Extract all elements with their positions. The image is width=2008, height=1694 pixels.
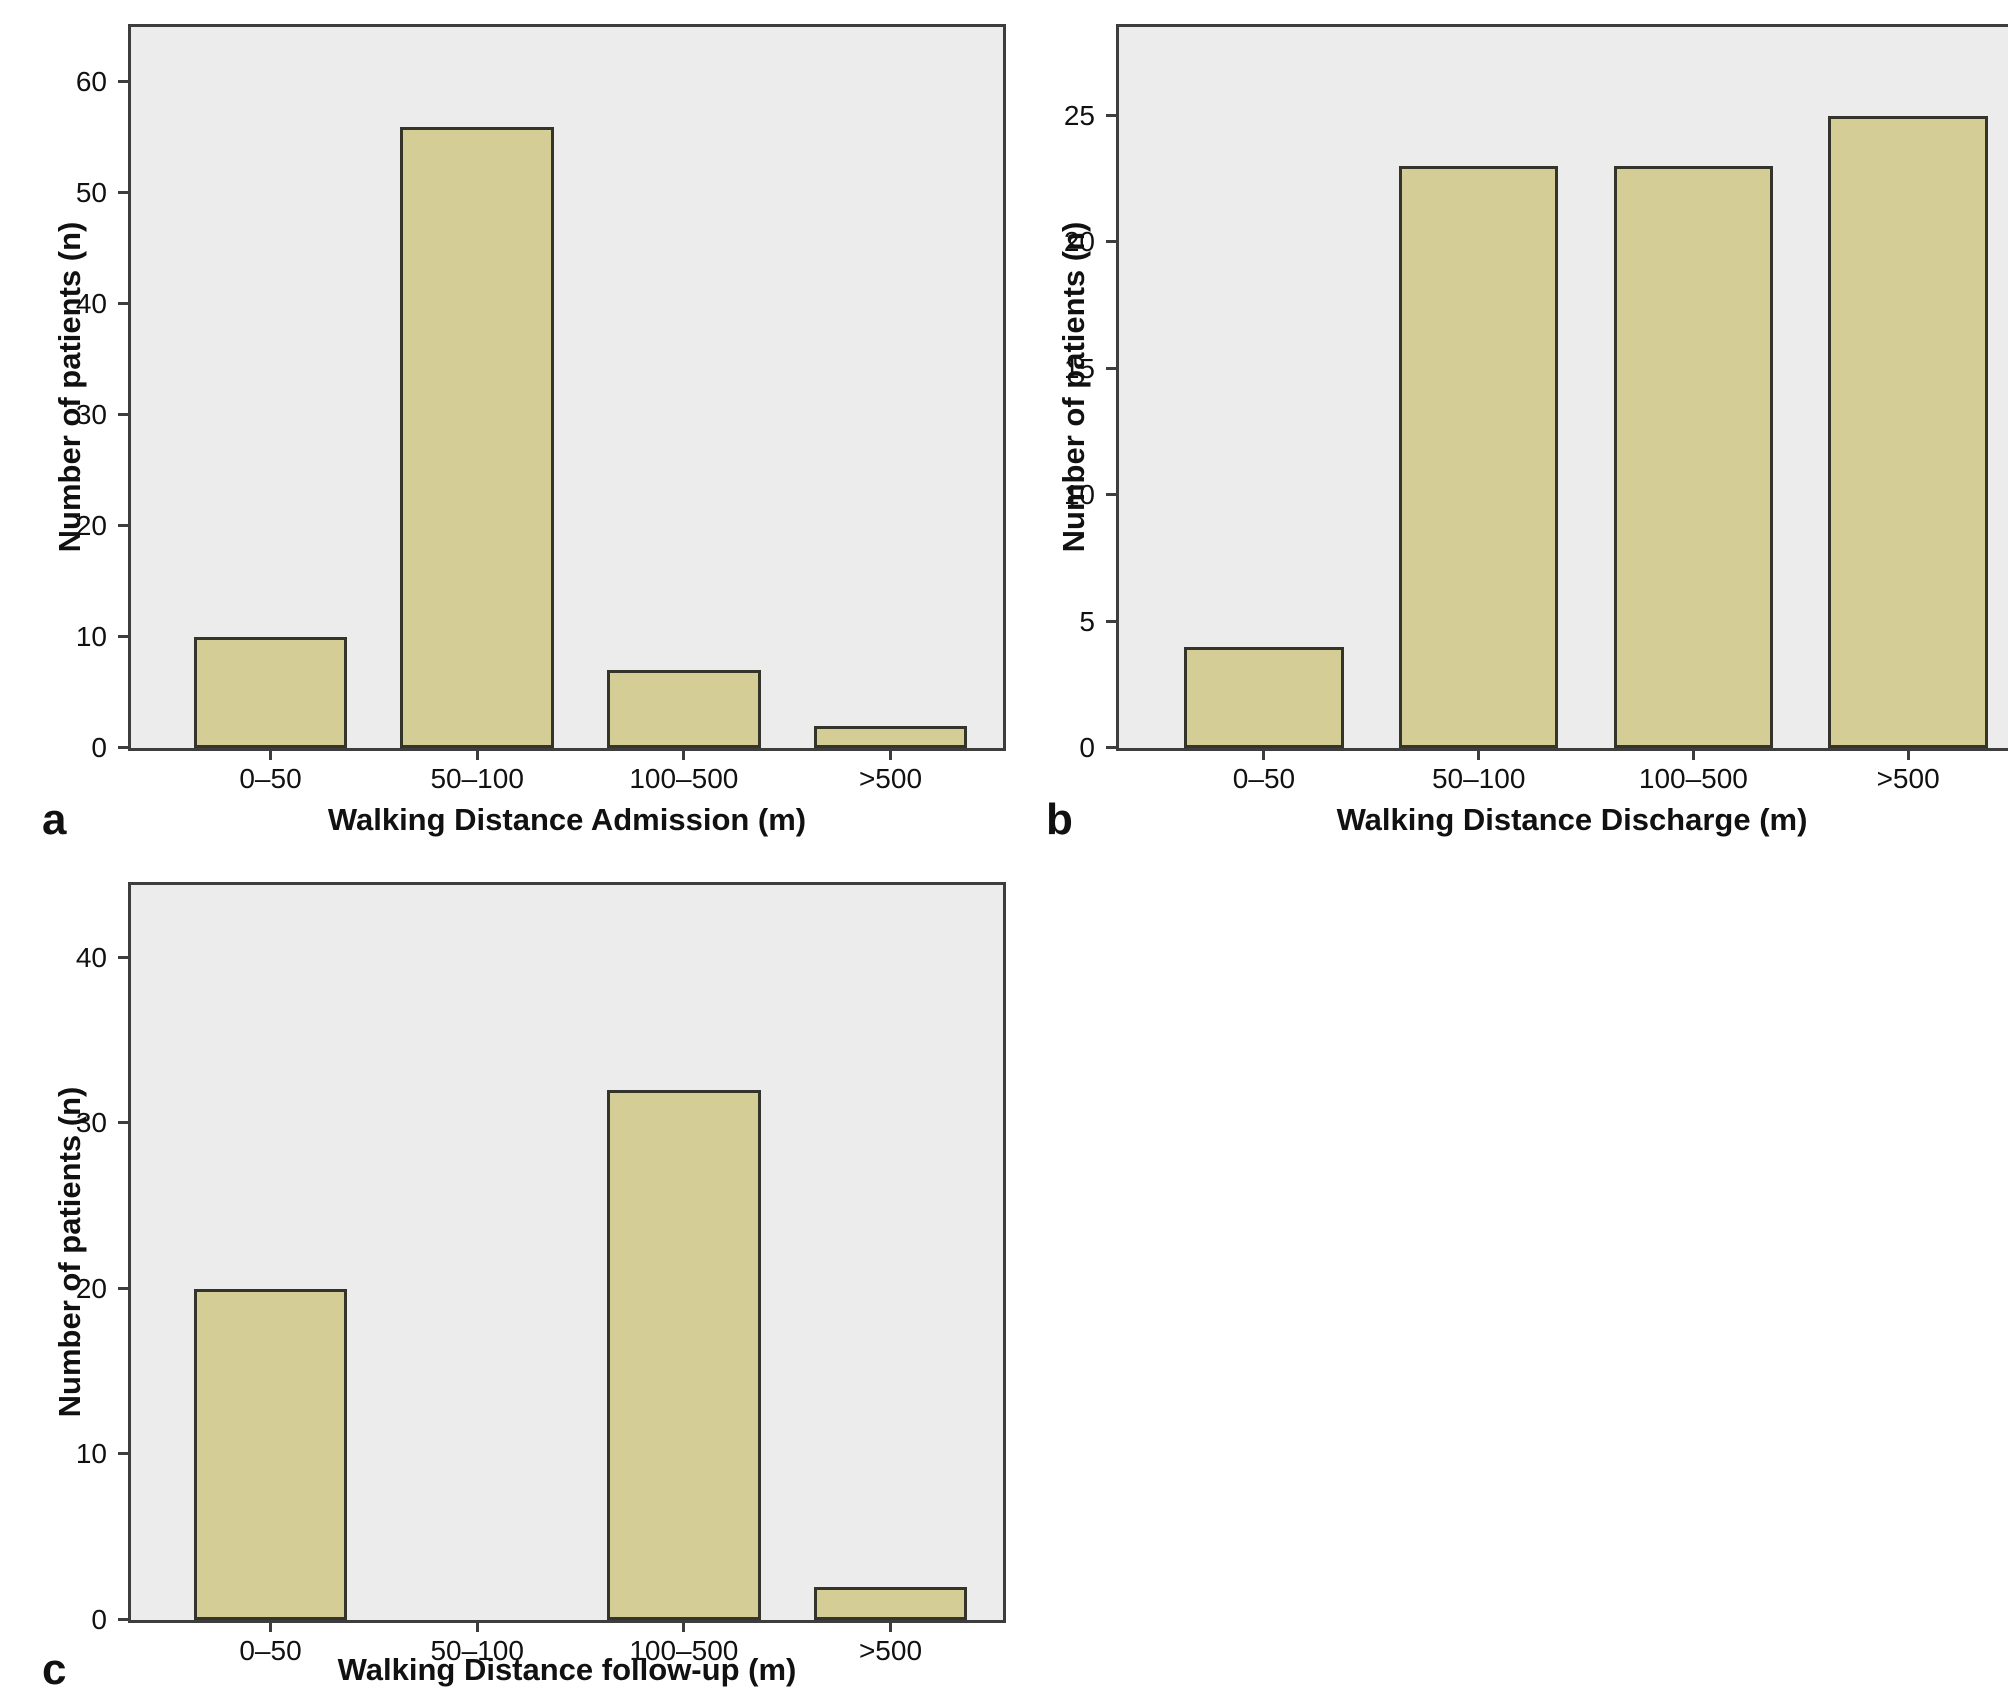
y-tick-mark <box>118 1452 129 1456</box>
x-tick-label: 100–500 <box>629 1635 739 1666</box>
y-tick-label: 60 <box>75 66 107 98</box>
bar-0–50 <box>1184 646 1344 748</box>
y-tick-label: 40 <box>75 288 107 320</box>
y-tick-mark <box>1106 240 1117 244</box>
panel-letter: c <box>42 1645 67 1694</box>
plot-area: 0 10 20 30 40 50 60 0–50 50–100 100–500 >500 <box>76 24 1006 794</box>
y-tick-mark <box>118 302 129 306</box>
bar->500 <box>1828 115 1988 748</box>
y-tick-mark <box>118 524 129 528</box>
bar-100–500 <box>1613 166 1774 748</box>
x-tick-mark <box>475 1623 479 1632</box>
y-tick-mark <box>118 413 129 417</box>
bar-0–50 <box>193 637 348 748</box>
bar-50–100 <box>400 126 554 748</box>
x-tick-mark <box>682 1623 686 1632</box>
y-tick-label: 15 <box>1063 352 1095 384</box>
bar-50–100 <box>1398 166 1559 748</box>
x-tick-label: 50–100 <box>1431 763 1526 794</box>
x-tick-mark <box>475 751 479 760</box>
y-tick-label: 5 <box>1079 605 1095 637</box>
y-tick-mark <box>1106 746 1117 749</box>
y-tick-label: 0 <box>91 732 107 763</box>
y-tick-label: 0 <box>91 1604 107 1635</box>
y-tick-label: 10 <box>1063 479 1095 511</box>
x-tick-label: 0–50 <box>1232 763 1296 794</box>
y-tick-mark <box>1106 113 1117 117</box>
y-tick-label: 50 <box>75 177 107 209</box>
bar->500 <box>813 725 968 748</box>
x-tick-mark <box>1906 751 1910 760</box>
y-tick-mark <box>1106 619 1117 623</box>
y-tick-label: 0 <box>1079 732 1095 763</box>
x-tick-label: 100–500 <box>629 763 739 794</box>
y-tick-mark <box>118 1618 129 1621</box>
bar-100–500 <box>607 670 761 748</box>
x-tick-label: >500 <box>858 763 923 794</box>
plot-area: 0 5 10 15 20 25 0–50 50–100 100–500 >500 <box>1064 24 2008 794</box>
bar-100–500 <box>607 1090 761 1620</box>
x-tick-label: 50–100 <box>430 763 524 794</box>
y-tick-mark <box>118 80 129 84</box>
y-tick-label: 10 <box>75 621 107 653</box>
y-axis-title: Number of patients (n) <box>52 221 87 553</box>
x-tick-label: >500 <box>858 1635 923 1666</box>
y-tick-label: 20 <box>75 510 107 542</box>
x-axis-title: Walking Distance follow-up (m) <box>337 1652 797 1687</box>
y-tick-mark <box>118 635 129 639</box>
y-tick-mark <box>118 191 129 195</box>
y-tick-mark <box>118 1286 129 1290</box>
x-tick-label: 100–500 <box>1638 763 1748 794</box>
chart-walking-distance-admission: Number of patients (n) 0 10 20 30 40 50 60 0–50… <box>40 16 1044 846</box>
y-tick-mark <box>1106 493 1117 497</box>
x-tick-label: >500 <box>1876 763 1940 794</box>
x-tick-label: 50–100 <box>430 1635 524 1666</box>
y-tick-mark <box>118 1121 129 1125</box>
chart-walking-distance-follow-up: Number of patients (n) 0 10 20 30 40 0–50 50–1… <box>40 852 1044 1692</box>
y-tick-mark <box>118 955 129 959</box>
x-tick-mark <box>682 751 686 760</box>
y-tick-label: 40 <box>75 941 107 973</box>
plot-area: 0 10 20 30 40 0–50 50–100 100–500 >500 <box>76 882 1006 1666</box>
x-tick-mark <box>1691 751 1695 760</box>
bar->500 <box>813 1586 968 1620</box>
y-tick-label: 30 <box>75 399 107 431</box>
y-tick-mark <box>1106 366 1117 370</box>
x-tick-label: 0–50 <box>239 763 302 794</box>
y-tick-label: 20 <box>75 1272 107 1304</box>
y-tick-label: 25 <box>1063 99 1095 131</box>
x-tick-mark <box>889 1623 892 1632</box>
x-tick-mark <box>269 1623 273 1632</box>
panel-letter: a <box>42 795 67 844</box>
x-tick-mark <box>269 751 273 760</box>
x-tick-mark <box>1262 751 1266 760</box>
y-tick-label: 10 <box>75 1438 107 1470</box>
x-axis-title: Walking Distance Discharge (m) <box>1336 802 1808 837</box>
panel-letter: b <box>1046 795 1073 844</box>
y-tick-label: 30 <box>75 1107 107 1139</box>
bar-0–50 <box>193 1288 348 1620</box>
y-tick-label: 20 <box>1063 226 1095 258</box>
x-axis-title: Walking Distance Admission (m) <box>327 802 807 837</box>
y-tick-mark <box>118 746 129 749</box>
chart-walking-distance-discharge: Number of patients (n) 0 5 10 15 20 25 0–50 50–… <box>1044 16 2008 846</box>
x-tick-mark <box>1477 751 1481 760</box>
x-tick-label: 0–50 <box>239 1635 302 1666</box>
x-tick-mark <box>889 751 892 760</box>
